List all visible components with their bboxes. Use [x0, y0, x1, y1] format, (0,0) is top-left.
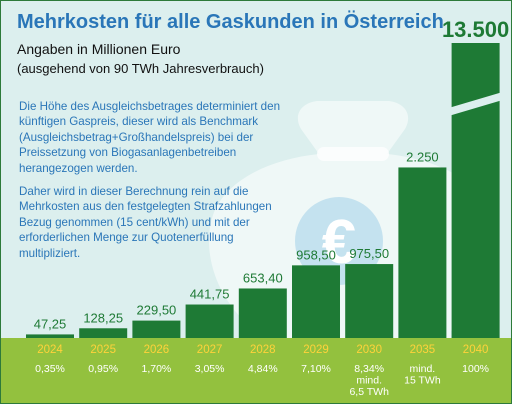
value-label-2024: 47,25 [34, 316, 67, 331]
year-label-2035: 2035 [410, 344, 436, 356]
axis-break-mark [448, 92, 503, 116]
bar-2026 [132, 320, 181, 338]
year-label-2024: 2024 [37, 344, 63, 356]
year-label-2026: 2026 [144, 344, 170, 356]
bar-2035 [398, 167, 447, 338]
share-label-2035: mind. 15 TWh [404, 363, 441, 387]
value-label-2027: 441,75 [190, 287, 230, 302]
chart-title: Mehrkosten für alle Gaskunden in Österre… [17, 11, 444, 33]
bar-2025 [79, 328, 128, 338]
share-label-2030: 8,34% mind. 6,5 TWh [349, 363, 389, 398]
share-label-2024: 0,35% [35, 363, 65, 375]
explanation-paragraph-2: Daher wird in dieser Berechnung rein auf… [19, 185, 272, 260]
labels-group: 47,25 2024 0,35% 128,25 2025 0,95% 229,50 2026 1… [34, 17, 510, 398]
ground-band [1, 338, 511, 403]
share-label-2027: 3,05% [195, 363, 225, 375]
share-label-2025: 0,95% [88, 363, 118, 375]
bars-group [26, 43, 503, 338]
value-label-2030: 975,50 [349, 246, 389, 261]
bar-2029 [292, 265, 340, 338]
year-label-2025: 2025 [90, 344, 116, 356]
year-label-2027: 2027 [197, 344, 223, 356]
bar-2040 [451, 43, 500, 338]
share-label-2026: 1,70% [142, 363, 172, 375]
money-bag-knot [317, 147, 389, 161]
chart-subtitle: Angaben in Millionen Euro [17, 41, 181, 57]
bar-2030 [345, 264, 394, 338]
value-label-2026: 229,50 [137, 303, 177, 318]
bar-2028 [238, 288, 287, 338]
chart-subtitle-2: (ausgehend von 90 TWh Jahresverbrauch) [17, 61, 264, 76]
year-label-2030: 2030 [356, 344, 382, 356]
explanation-paragraph-1: Die Höhe des Ausgleichsbetrages determin… [19, 100, 281, 175]
share-label-2028: 4,84% [248, 363, 278, 375]
value-label-2035: 2.250 [406, 149, 439, 164]
value-label-2040: 13.500 [442, 17, 509, 42]
value-label-2029: 958,50 [296, 247, 336, 262]
euro-icon-circle [295, 197, 383, 285]
bar-2027 [185, 304, 234, 338]
value-label-2028: 653,40 [243, 270, 283, 285]
share-label-2040: 100% [462, 363, 489, 375]
value-label-2025: 128,25 [83, 310, 123, 325]
year-label-2040: 2040 [463, 344, 489, 356]
bar-2024 [26, 334, 74, 338]
year-label-2028: 2028 [250, 344, 276, 356]
year-label-2029: 2029 [303, 344, 329, 356]
share-label-2029: 7,10% [301, 363, 331, 375]
